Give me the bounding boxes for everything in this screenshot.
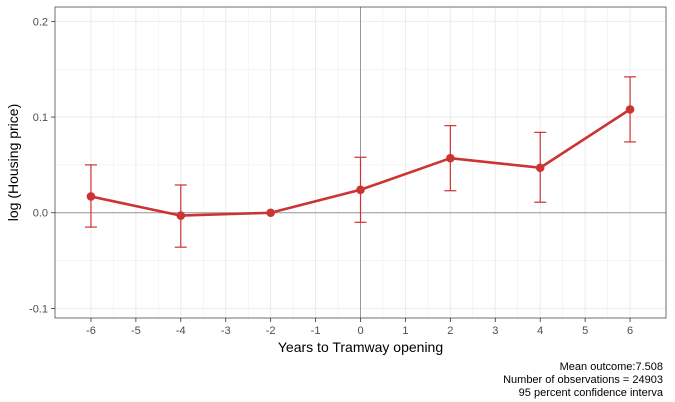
y-axis-title: log (Housing price) <box>5 104 21 222</box>
axis-ticks <box>51 20 631 322</box>
y-tick-label: -0.1 <box>29 303 48 315</box>
x-tick-label: 0 <box>357 325 363 337</box>
x-tick-label: -3 <box>221 325 231 337</box>
x-tick-labels: -6 -5 -4 -3 -2 -1 0 1 2 3 4 5 6 <box>86 325 633 337</box>
caption-observations: Number of observations = 24903 <box>503 374 663 386</box>
data-point <box>625 105 635 114</box>
x-tick-label: -1 <box>311 325 321 337</box>
x-tick-label: -4 <box>176 325 186 337</box>
data-point <box>266 208 275 218</box>
x-tick-label: 6 <box>627 325 633 337</box>
series-layer <box>84 76 637 248</box>
x-axis-title: Years to Tramway opening <box>278 339 443 355</box>
data-point <box>86 192 96 201</box>
data-point <box>176 211 186 220</box>
x-tick-label: 4 <box>537 325 543 337</box>
x-tick-label: 3 <box>492 325 498 337</box>
y-tick-label: 0.0 <box>33 208 48 220</box>
caption-confidence: 95 percent confidence interva <box>518 387 663 399</box>
y-tick-label: 0.1 <box>33 112 48 124</box>
x-tick-label: -6 <box>86 325 96 337</box>
x-tick-label: 2 <box>447 325 453 337</box>
x-tick-label: 5 <box>582 325 588 337</box>
x-tick-label: -2 <box>266 325 276 337</box>
data-point <box>356 185 365 195</box>
x-tick-label: 1 <box>402 325 408 337</box>
caption-mean-outcome: Mean outcome:7.508 <box>559 361 663 373</box>
x-tick-label: -5 <box>131 325 141 337</box>
y-tick-labels: -0.1 0.0 0.1 0.2 <box>29 16 48 315</box>
y-tick-label: 0.2 <box>33 16 48 28</box>
data-point <box>535 163 545 173</box>
chart-caption: Mean outcome:7.508 Number of observation… <box>503 361 663 400</box>
data-point <box>446 153 455 163</box>
